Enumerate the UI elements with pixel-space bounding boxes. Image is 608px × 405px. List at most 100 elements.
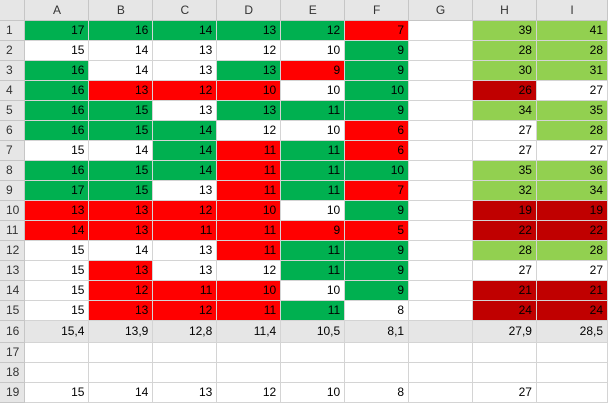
cell-g16[interactable] (408, 320, 474, 343)
cell-c14[interactable]: 11 (152, 280, 218, 301)
cell-a2[interactable]: 15 (24, 40, 90, 61)
cell-g8[interactable] (408, 160, 474, 181)
cell-a4[interactable]: 16 (24, 80, 90, 101)
cell-g3[interactable] (408, 60, 474, 81)
cell-f15[interactable]: 8 (344, 300, 410, 321)
cell-b10[interactable]: 13 (88, 200, 154, 221)
cell-f5[interactable]: 9 (344, 100, 410, 121)
cell-e19[interactable]: 10 (280, 382, 346, 403)
column-header-c[interactable]: C (152, 0, 218, 21)
cell-b8[interactable]: 15 (88, 160, 154, 181)
cell-h15[interactable]: 24 (472, 300, 537, 321)
cell-d19[interactable]: 12 (216, 382, 282, 403)
cell-e13[interactable]: 11 (280, 260, 346, 281)
cell-b5[interactable]: 15 (88, 100, 154, 121)
cell-h3[interactable]: 30 (472, 60, 537, 81)
cell-h12[interactable]: 28 (472, 240, 537, 261)
cell-a15[interactable]: 15 (24, 300, 90, 321)
cell-i19[interactable] (536, 382, 608, 403)
cell-e12[interactable]: 11 (280, 240, 346, 261)
cell-c9[interactable]: 13 (152, 180, 218, 201)
cell-c8[interactable]: 14 (152, 160, 218, 181)
column-header-i[interactable]: I (536, 0, 608, 21)
cell-h11[interactable]: 22 (472, 220, 537, 241)
column-header-g[interactable]: G (408, 0, 474, 21)
cell-i11[interactable]: 22 (536, 220, 608, 241)
row-header-18[interactable]: 18 (0, 362, 26, 383)
cell-e1[interactable]: 12 (280, 20, 346, 41)
cell-h17[interactable] (472, 342, 537, 363)
cell-h1[interactable]: 39 (472, 20, 537, 41)
cell-b4[interactable]: 13 (88, 80, 154, 101)
row-header-15[interactable]: 15 (0, 300, 26, 321)
cell-e3[interactable]: 9 (280, 60, 346, 81)
cell-a6[interactable]: 16 (24, 120, 90, 141)
cell-a16[interactable]: 15,4 (24, 320, 90, 343)
cell-a19[interactable]: 15 (24, 382, 90, 403)
cell-g19[interactable] (408, 382, 474, 403)
cell-b13[interactable]: 13 (88, 260, 154, 281)
cell-h6[interactable]: 27 (472, 120, 537, 141)
cell-c4[interactable]: 12 (152, 80, 218, 101)
cell-g12[interactable] (408, 240, 474, 261)
row-header-14[interactable]: 14 (0, 280, 26, 301)
cell-d16[interactable]: 11,4 (216, 320, 282, 343)
cell-b9[interactable]: 15 (88, 180, 154, 201)
cell-f8[interactable]: 10 (344, 160, 410, 181)
cell-f4[interactable]: 10 (344, 80, 410, 101)
cell-g2[interactable] (408, 40, 474, 61)
cell-i15[interactable]: 24 (536, 300, 608, 321)
cell-a5[interactable]: 16 (24, 100, 90, 121)
cell-b2[interactable]: 14 (88, 40, 154, 61)
cell-e2[interactable]: 10 (280, 40, 346, 61)
cell-g15[interactable] (408, 300, 474, 321)
cell-a7[interactable]: 15 (24, 140, 90, 161)
cell-e18[interactable] (280, 362, 346, 383)
cell-b7[interactable]: 14 (88, 140, 154, 161)
cell-a10[interactable]: 13 (24, 200, 90, 221)
cell-i6[interactable]: 28 (536, 120, 608, 141)
cell-i4[interactable]: 27 (536, 80, 608, 101)
column-header-f[interactable]: F (344, 0, 410, 21)
column-header-a[interactable]: A (24, 0, 90, 21)
cell-c19[interactable]: 13 (152, 382, 218, 403)
cell-a12[interactable]: 15 (24, 240, 90, 261)
cell-h5[interactable]: 34 (472, 100, 537, 121)
cell-i3[interactable]: 31 (536, 60, 608, 81)
cell-a14[interactable]: 15 (24, 280, 90, 301)
cell-a18[interactable] (24, 362, 90, 383)
cell-b6[interactable]: 15 (88, 120, 154, 141)
cell-c5[interactable]: 13 (152, 100, 218, 121)
cell-a9[interactable]: 17 (24, 180, 90, 201)
row-header-19[interactable]: 19 (0, 382, 26, 403)
cell-i10[interactable]: 19 (536, 200, 608, 221)
cell-h19[interactable]: 27 (472, 382, 537, 403)
cell-e5[interactable]: 11 (280, 100, 346, 121)
cell-d5[interactable]: 13 (216, 100, 282, 121)
cell-i1[interactable]: 41 (536, 20, 608, 41)
cell-f11[interactable]: 5 (344, 220, 410, 241)
cell-b14[interactable]: 12 (88, 280, 154, 301)
cell-c11[interactable]: 11 (152, 220, 218, 241)
cell-d15[interactable]: 11 (216, 300, 282, 321)
cell-d8[interactable]: 11 (216, 160, 282, 181)
cell-g17[interactable] (408, 342, 474, 363)
cell-c6[interactable]: 14 (152, 120, 218, 141)
cell-h7[interactable]: 27 (472, 140, 537, 161)
cell-f12[interactable]: 9 (344, 240, 410, 261)
cell-a11[interactable]: 14 (24, 220, 90, 241)
cell-c7[interactable]: 14 (152, 140, 218, 161)
row-header-12[interactable]: 12 (0, 240, 26, 261)
cell-c1[interactable]: 14 (152, 20, 218, 41)
row-header-4[interactable]: 4 (0, 80, 26, 101)
cell-b16[interactable]: 13,9 (88, 320, 154, 343)
cell-i9[interactable]: 34 (536, 180, 608, 201)
cell-i5[interactable]: 35 (536, 100, 608, 121)
row-header-17[interactable]: 17 (0, 342, 26, 363)
cell-e6[interactable]: 10 (280, 120, 346, 141)
cell-b18[interactable] (88, 362, 154, 383)
cell-h14[interactable]: 21 (472, 280, 537, 301)
cell-i16[interactable]: 28,5 (536, 320, 608, 343)
cell-g11[interactable] (408, 220, 474, 241)
cell-a13[interactable]: 15 (24, 260, 90, 281)
